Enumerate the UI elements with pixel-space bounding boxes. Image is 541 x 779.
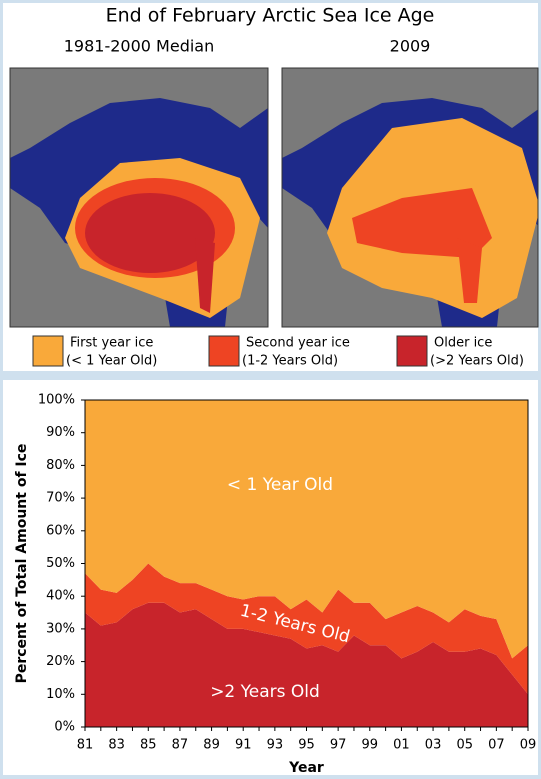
x-tick-label: 09	[520, 738, 537, 753]
x-tick-label: 81	[77, 738, 94, 753]
map	[282, 68, 540, 327]
x-tick-label: 95	[298, 738, 315, 753]
x-tick-label: 01	[393, 738, 410, 753]
x-tick-label: 89	[203, 738, 220, 753]
legend-label: Older ice	[434, 336, 492, 351]
y-tick-label: 100%	[38, 393, 75, 408]
y-tick-label: 70%	[46, 491, 75, 506]
y-tick-label: 80%	[46, 458, 75, 473]
legend-sublabel: (1-2 Years Old)	[242, 354, 338, 369]
series-label: >2 Years Old	[210, 682, 320, 702]
y-axis-label: Percent of Total Amount of Ice	[14, 444, 30, 684]
x-tick-label: 99	[362, 738, 379, 753]
x-tick-label: 03	[425, 738, 442, 753]
x-tick-label: 07	[488, 738, 505, 753]
y-tick-label: 10%	[46, 687, 75, 702]
series-label: < 1 Year Old	[227, 475, 333, 495]
y-tick-label: 0%	[54, 720, 75, 735]
y-tick-label: 60%	[46, 523, 75, 538]
x-tick-label: 83	[108, 738, 125, 753]
legend-swatch	[33, 336, 63, 366]
y-tick-label: 40%	[46, 589, 75, 604]
x-tick-label: 05	[456, 738, 473, 753]
y-tick-label: 50%	[46, 556, 75, 571]
legend-sublabel: (< 1 Year Old)	[66, 354, 157, 369]
map	[10, 68, 268, 327]
legend-swatch	[397, 336, 427, 366]
map-label: 2009	[390, 37, 431, 56]
x-tick-label: 87	[172, 738, 189, 753]
legend-swatch	[209, 336, 239, 366]
legend-label: Second year ice	[246, 336, 350, 351]
legend-label: First year ice	[70, 336, 153, 351]
y-tick-label: 30%	[46, 621, 75, 636]
x-tick-label: 97	[330, 738, 347, 753]
y-tick-label: 90%	[46, 425, 75, 440]
figure: End of February Arctic Sea Ice Age 1981-…	[0, 0, 541, 779]
x-axis-label: Year	[288, 760, 324, 776]
y-tick-label: 20%	[46, 654, 75, 669]
x-tick-label: 85	[140, 738, 157, 753]
map-title: End of February Arctic Sea Ice Age	[106, 5, 435, 27]
page: End of February Arctic Sea Ice Age 1981-…	[0, 0, 541, 779]
map-label: 1981-2000 Median	[64, 37, 215, 56]
x-tick-label: 91	[235, 738, 252, 753]
legend-sublabel: (>2 Years Old)	[430, 354, 524, 369]
x-tick-label: 93	[267, 738, 284, 753]
